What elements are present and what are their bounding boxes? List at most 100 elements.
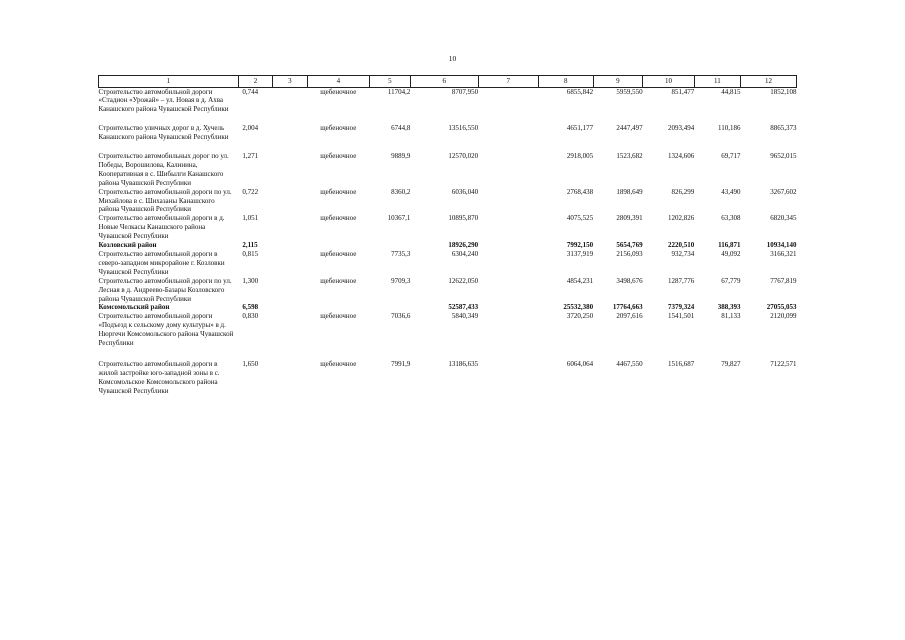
funding-total-cell: 4854,231 (566, 276, 594, 285)
remaining-cell: 10934,140 (766, 241, 797, 250)
total-cost-cell: 13186,635 (448, 359, 479, 368)
federal-budget-cell: 1898,649 (616, 187, 643, 196)
empty-cell (273, 277, 307, 304)
total-cost-cell: 6036,040 (451, 187, 479, 196)
surface-type-cell: щебеночное (320, 312, 357, 321)
funding-total-cell: 6064,064 (566, 359, 594, 368)
funding-total-cell: 3720,250 (566, 312, 594, 321)
remaining-cell: 3166,321 (770, 250, 797, 258)
object-name-cell: Строительство автомобильной дороги «Подъ… (98, 312, 234, 348)
length-cell: 0,815 (242, 250, 259, 258)
empty-cell (478, 114, 538, 142)
column-header: 4 (306, 75, 371, 88)
local-budget-cell: 44,815 (721, 87, 741, 96)
object-name-cell: Строительство автомобильной дороги в жил… (98, 359, 220, 395)
construction-object-row: Строительство автомобильной дороги по ул… (99, 188, 797, 215)
district-name-cell: Комсомольский район (98, 303, 170, 312)
federal-budget-cell: 3498,676 (616, 276, 643, 285)
total-cost-cell: 13516,550 (448, 124, 479, 133)
area-cell (370, 241, 411, 250)
object-name-cell: Строительство автомобильной дороги в д. … (98, 214, 225, 241)
republic-budget-cell: 2093,494 (668, 124, 695, 133)
object-name-cell: Строительство уличных дорог в д. Хучель … (98, 124, 229, 142)
funding-total-cell: 3137,919 (566, 250, 594, 258)
empty-cell (478, 87, 538, 114)
surface-type-cell: щебеночное (320, 152, 357, 161)
federal-budget-cell: 1523,682 (616, 152, 643, 161)
remaining-cell: 27055,053 (766, 303, 797, 312)
length-cell: 1,051 (242, 214, 259, 223)
area-cell: 9709,3 (391, 276, 411, 285)
surface-type-cell (307, 303, 369, 312)
empty-cell (478, 188, 538, 215)
table-header: 1 2 3 4 5 6 7 8 9 10 11 12 (98, 75, 798, 88)
funding-total-cell: 4651,177 (566, 124, 594, 133)
surface-type-cell: щебеночное (320, 187, 357, 196)
total-cost-cell: 5840,349 (451, 312, 479, 321)
remaining-cell: 3267,602 (770, 187, 797, 196)
federal-budget-cell: 5959,550 (616, 87, 643, 96)
federal-budget-cell: 2097,616 (616, 312, 643, 321)
length-cell: 0,830 (242, 312, 259, 321)
remaining-cell: 7122,571 (770, 359, 797, 368)
surface-type-cell: щебеночное (320, 87, 357, 96)
column-header: 12 (739, 75, 798, 88)
republic-budget-cell: 7379,324 (668, 303, 695, 312)
total-cost-cell: 6304,240 (451, 250, 479, 258)
column-header: 11 (693, 75, 741, 88)
empty-cell (273, 142, 307, 188)
empty-cell (273, 188, 307, 215)
empty-cell (273, 250, 307, 277)
republic-budget-cell: 851,477 (671, 87, 695, 96)
local-budget-cell: 388,393 (717, 303, 741, 312)
funding-total-cell: 4075,525 (566, 214, 594, 223)
surface-type-cell: щебеночное (320, 214, 357, 223)
local-budget-cell: 63,308 (721, 214, 741, 223)
remaining-cell: 9652,015 (770, 152, 797, 161)
surface-type-cell: щебеночное (320, 276, 357, 285)
total-cost-cell: 18926,290 (448, 241, 479, 250)
empty-cell (478, 303, 538, 312)
area-cell: 6744,8 (391, 124, 411, 133)
page-number: 10 (448, 54, 457, 63)
object-name-cell: Строительство автомобильной дороги в сев… (98, 250, 225, 276)
district-name-cell: Козловский район (98, 241, 157, 250)
empty-cell (273, 312, 307, 348)
surface-type-cell (307, 241, 369, 250)
construction-object-row: Строительство уличных дорог в д. Хучель … (99, 114, 797, 142)
empty-cell (273, 114, 307, 142)
length-cell: 2,115 (242, 241, 258, 250)
length-cell: 0,744 (242, 87, 259, 96)
district-total-row: Комсомольский район 6,598 52587,433 25532,3… (99, 303, 797, 312)
empty-cell (478, 250, 538, 277)
total-cost-cell: 8707,950 (451, 87, 479, 96)
empty-cell (478, 142, 538, 188)
object-name-cell: Строительство автомобильной дороги по ул… (98, 187, 232, 214)
column-header: 5 (369, 75, 411, 88)
republic-budget-cell: 2220,510 (668, 241, 695, 250)
empty-cell (478, 312, 538, 348)
area-cell: 7735,3 (391, 250, 411, 258)
funding-total-cell: 2918,005 (566, 152, 594, 161)
local-budget-cell: 69,717 (721, 152, 741, 161)
remaining-cell: 6820,345 (770, 214, 797, 223)
construction-object-row: Строительство автомобильной дороги «Стад… (99, 87, 797, 114)
local-budget-cell: 116,871 (718, 241, 741, 250)
total-cost-cell: 12622,050 (448, 276, 479, 285)
empty-cell (478, 214, 538, 241)
length-cell: 0,722 (242, 187, 259, 196)
column-header: 3 (272, 75, 308, 88)
remaining-cell: 7767,819 (770, 276, 797, 285)
column-header: 9 (592, 75, 644, 88)
column-number-row: 1 2 3 4 5 6 7 8 9 10 11 12 (98, 75, 798, 88)
financing-table: 1 2 3 4 5 6 7 8 9 10 11 12 Строительство… (98, 75, 798, 396)
federal-budget-cell: 2809,391 (616, 214, 643, 223)
total-cost-cell: 10895,870 (448, 214, 479, 223)
republic-budget-cell: 826,299 (671, 187, 695, 196)
empty-cell (273, 87, 307, 114)
table-body: Строительство автомобильной дороги «Стад… (99, 87, 797, 396)
remaining-cell: 2120,099 (770, 312, 797, 321)
area-cell: 7991,9 (391, 359, 411, 368)
length-cell: 1,300 (242, 276, 259, 285)
federal-budget-cell: 5654,769 (616, 241, 643, 250)
